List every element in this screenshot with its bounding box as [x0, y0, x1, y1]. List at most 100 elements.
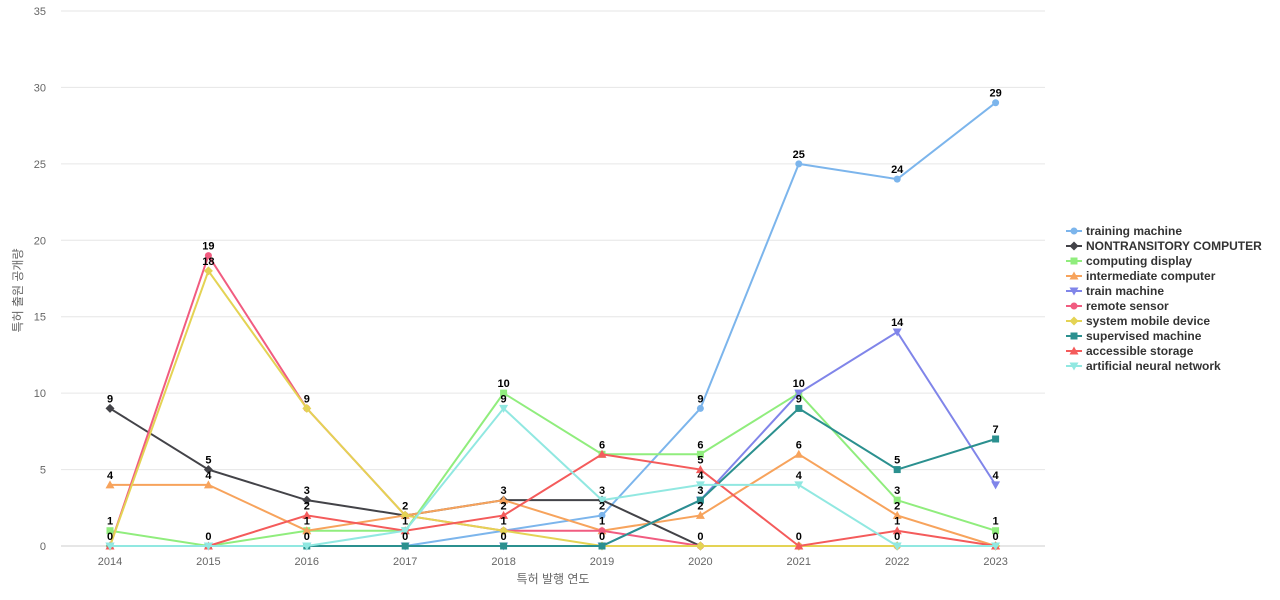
data-label: 0 — [205, 531, 211, 543]
data-label: 18 — [202, 256, 214, 268]
legend-label: intermediate computer — [1086, 269, 1216, 283]
data-label: 6 — [599, 439, 605, 451]
data-point — [892, 510, 902, 519]
x-tick-label: 2023 — [983, 556, 1007, 568]
data-label: 14 — [891, 317, 904, 329]
data-label: 10 — [497, 378, 509, 390]
data-point — [598, 527, 606, 535]
data-point — [598, 511, 606, 519]
series-artificial-neural-network — [105, 404, 1001, 551]
data-point — [893, 175, 901, 183]
legend-marker — [1070, 227, 1078, 235]
legend-item[interactable]: system mobile device — [1066, 314, 1210, 328]
data-point — [794, 449, 804, 458]
legend-item[interactable]: train machine — [1066, 284, 1164, 298]
data-point — [302, 403, 312, 413]
series-system-mobile-device — [105, 266, 1001, 551]
x-tick-label: 2016 — [295, 556, 319, 568]
data-label: 3 — [304, 485, 310, 497]
series-line — [109, 391, 996, 548]
legend-item[interactable]: computing display — [1066, 254, 1192, 268]
legend-item[interactable]: training machine — [1066, 224, 1182, 238]
data-label: 0 — [107, 531, 113, 543]
data-point — [892, 526, 902, 535]
data-label: 0 — [304, 531, 310, 543]
data-point — [992, 527, 1000, 535]
data-point — [992, 99, 1000, 107]
legend-marker — [1069, 362, 1079, 371]
series-line — [110, 453, 996, 547]
data-point — [302, 495, 312, 505]
legend-marker — [1069, 346, 1079, 355]
data-label: 10 — [793, 378, 805, 390]
data-point — [991, 542, 1001, 551]
x-tick-label: 2020 — [688, 556, 712, 568]
y-tick-label: 25 — [34, 159, 46, 171]
data-label: 1 — [107, 516, 113, 528]
data-point — [302, 510, 312, 519]
data-label: 3 — [697, 485, 703, 497]
legend-label: computing display — [1086, 254, 1192, 268]
data-point — [500, 542, 508, 550]
x-tick-label: 2021 — [787, 556, 811, 568]
data-point — [105, 480, 115, 489]
data-label: 1 — [304, 516, 310, 528]
y-tick-label: 0 — [40, 541, 46, 553]
data-label: 1 — [894, 516, 900, 528]
x-tick-label: 2017 — [393, 556, 417, 568]
data-label: 0 — [402, 531, 408, 543]
x-axis-ticks: 2014 2015 2016 2017 2018 2019 2020 2021 2022 2023 — [98, 556, 1008, 568]
series-supervised-machine — [106, 404, 1000, 550]
legend-item[interactable]: artificial neural network — [1066, 359, 1221, 373]
x-tick-label: 2022 — [885, 556, 909, 568]
data-point — [401, 542, 409, 550]
x-tick-label: 2015 — [196, 556, 220, 568]
legend-item[interactable]: accessible storage — [1066, 344, 1194, 358]
legend-marker — [1070, 302, 1078, 310]
data-label: 3 — [599, 485, 605, 497]
data-point — [696, 496, 704, 504]
legend-label: NONTRANSITORY COMPUTER — [1086, 239, 1262, 253]
series-line — [109, 253, 996, 547]
legend-label: training machine — [1086, 224, 1182, 238]
legend-marker — [1069, 316, 1079, 326]
data-label: 0 — [501, 531, 507, 543]
data-label: 1 — [402, 516, 408, 528]
data-point — [203, 266, 213, 276]
y-tick-label: 35 — [34, 6, 46, 18]
data-label: 6 — [796, 439, 802, 451]
data-label: 5 — [894, 455, 900, 467]
data-point — [795, 404, 803, 412]
data-point — [204, 252, 212, 260]
legend-item[interactable]: supervised machine — [1066, 329, 1202, 343]
data-label: 29 — [989, 88, 1001, 100]
legend-item[interactable]: remote sensor — [1066, 299, 1169, 313]
data-label: 2 — [402, 500, 408, 512]
legend-marker — [1070, 257, 1078, 265]
y-axis-title: 특허 출원 공개량 — [11, 249, 25, 333]
y-tick-label: 5 — [40, 465, 46, 477]
legend-item[interactable]: NONTRANSITORY COMPUTER — [1066, 239, 1262, 253]
data-label: 2 — [894, 500, 900, 512]
data-label: 5 — [205, 455, 211, 467]
x-axis-title: 특허 발행 연도 — [517, 571, 590, 586]
data-point — [203, 542, 213, 551]
data-label: 0 — [697, 531, 703, 543]
data-point — [203, 480, 213, 489]
legend-marker — [1070, 332, 1078, 340]
legend-item[interactable]: intermediate computer — [1066, 269, 1216, 283]
data-label: 4 — [796, 470, 803, 482]
data-point — [499, 510, 509, 519]
data-point — [500, 389, 508, 397]
series-nontransitory-computer — [105, 403, 1001, 551]
data-label: 24 — [891, 164, 904, 176]
data-label: 2 — [599, 500, 605, 512]
data-label: 0 — [599, 531, 605, 543]
data-label: 4 — [993, 470, 1000, 482]
series-line — [110, 330, 997, 547]
legend-label: artificial neural network — [1086, 359, 1221, 373]
data-point — [302, 526, 312, 535]
legend-label: supervised machine — [1086, 329, 1202, 343]
data-label: 5 — [697, 455, 703, 467]
legend-label: system mobile device — [1086, 314, 1210, 328]
